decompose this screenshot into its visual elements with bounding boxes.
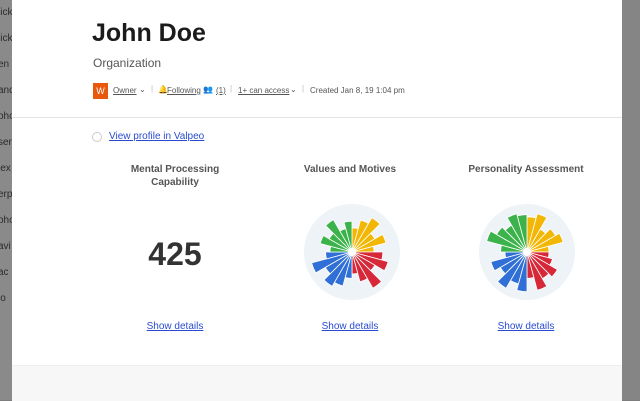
sidebar-item[interactable]: oho	[0, 111, 12, 122]
rose-wedge	[351, 251, 389, 272]
sidebar: lick lick en and oho sen lex erp oho avi ac lo	[0, 0, 12, 400]
rose-wedge	[486, 230, 528, 253]
title: John Doe	[92, 19, 206, 47]
rose-wedge	[343, 220, 353, 253]
sidebar-item[interactable]: en	[0, 59, 10, 70]
card-title: Mental Processing Capability	[130, 164, 220, 188]
chevron: ⌄	[290, 85, 297, 94]
sidebar-item[interactable]: lo	[0, 293, 6, 304]
rose-wedge	[351, 251, 368, 283]
hub	[523, 248, 531, 256]
main-panel: John Doe Organization W Owner ⌄ | Follow…	[12, 0, 622, 401]
sidebar-item[interactable]: oho	[0, 215, 12, 226]
separator: |	[230, 84, 233, 93]
access[interactable]: 1+ can access	[238, 86, 290, 95]
rose-wedge	[506, 213, 528, 253]
people-icon: 👥	[203, 85, 213, 94]
hub	[348, 248, 356, 256]
score: 425	[148, 236, 202, 272]
rose-wedge	[526, 251, 559, 278]
members[interactable]: (1)	[216, 86, 226, 95]
sidebar-item[interactable]: lex	[0, 163, 11, 174]
rose-wedge	[324, 219, 353, 253]
following[interactable]: Following	[167, 86, 201, 95]
personality-chart	[479, 204, 575, 300]
rose-wedge	[496, 251, 528, 289]
subtitle: Organization	[93, 56, 162, 70]
values-chart	[304, 204, 400, 300]
show-details[interactable]: Show details	[497, 321, 555, 332]
sidebar-item[interactable]: erp	[0, 189, 12, 200]
rose-wedge	[526, 232, 564, 253]
rose-wedge	[490, 251, 528, 272]
separator: |	[302, 84, 305, 93]
rose-wedge	[526, 251, 548, 291]
sidebar-item[interactable]: lick	[0, 7, 12, 18]
link-icon	[92, 132, 102, 142]
sidebar-item[interactable]: and	[0, 85, 12, 96]
chevron: ⌄	[139, 85, 146, 94]
card-title: Values and Motives	[303, 164, 397, 175]
rose-wedge	[351, 217, 381, 253]
role[interactable]: Owner	[113, 86, 137, 95]
rose-wedge	[319, 234, 353, 253]
rose-wedge	[526, 213, 548, 253]
avatar: W	[93, 83, 108, 99]
sidebar-item[interactable]: avi	[0, 241, 11, 252]
created: Created Jan 8, 19 1:04 pm	[310, 86, 405, 95]
show-details[interactable]: Show details	[146, 321, 204, 332]
sidebar-item[interactable]: sen	[0, 137, 12, 148]
rose-wedge	[495, 226, 528, 253]
rose-wedge	[516, 214, 528, 253]
sidebar-item[interactable]: ac	[0, 267, 9, 278]
rose-wedge	[323, 251, 353, 287]
divider	[12, 117, 622, 118]
separator: |	[151, 84, 154, 93]
rose-wedge	[311, 251, 353, 274]
sidebar-item[interactable]: lick	[0, 33, 12, 44]
rose-wedge	[325, 251, 353, 260]
scrollbar	[622, 0, 640, 400]
footer-band	[12, 365, 622, 401]
show-details[interactable]: Show details	[321, 321, 379, 332]
rose-wedge	[351, 233, 387, 253]
profile-link[interactable]: View profile in Valpeo	[109, 131, 205, 142]
card-title: Personality Assessment	[468, 164, 584, 175]
bell-icon: 🔔	[158, 85, 168, 94]
rose-wedge	[351, 251, 383, 289]
